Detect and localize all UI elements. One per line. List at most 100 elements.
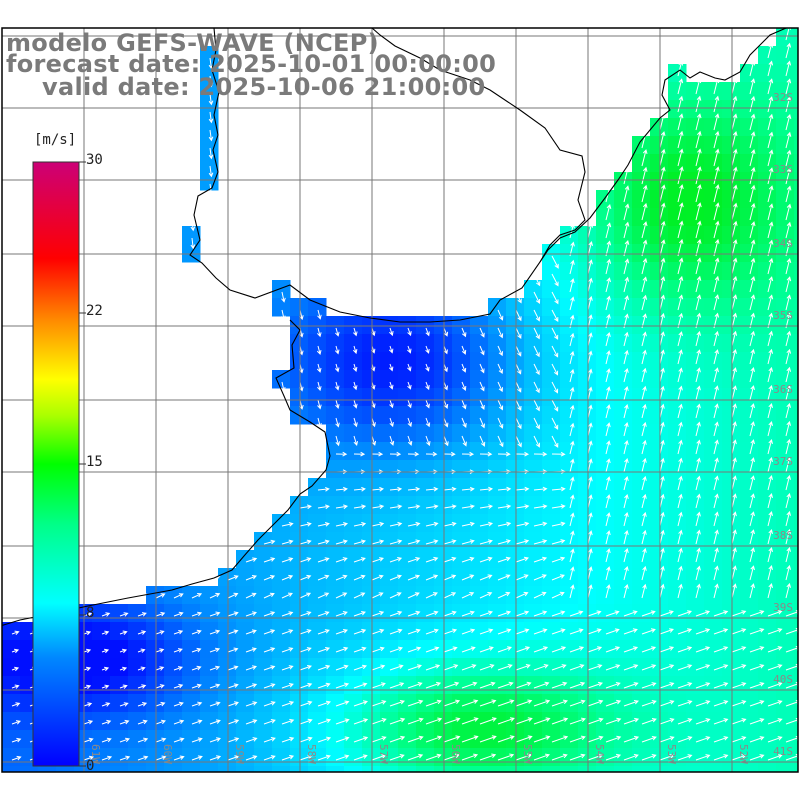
ocean-cell [416, 460, 435, 479]
ocean-cell [758, 136, 777, 155]
ocean-cell [704, 118, 723, 137]
ocean-cell [506, 658, 525, 677]
wind-arrow [623, 185, 630, 203]
ocean-cell [722, 154, 741, 173]
wind-arrow [407, 539, 421, 545]
ocean-cell [704, 766, 723, 772]
wind-arrow [515, 539, 530, 545]
wind-arrow [533, 556, 548, 563]
wind-arrow [353, 539, 366, 545]
ocean-cell [614, 496, 633, 515]
ocean-cell [758, 190, 777, 209]
wind-arrow [299, 574, 312, 581]
wind-arrow [443, 504, 457, 509]
ocean-cell [506, 676, 525, 695]
wind-arrow [443, 681, 460, 689]
wind-arrow [317, 417, 322, 428]
ocean-cell [542, 298, 561, 317]
wind-arrow [605, 530, 611, 545]
ocean-cell [362, 352, 381, 371]
ocean-cell [164, 622, 183, 641]
ocean-cell [614, 280, 633, 299]
wind-arrow [515, 381, 522, 393]
ocean-cell [632, 316, 651, 335]
wind-arrow [407, 451, 420, 457]
ocean-cell [524, 586, 543, 605]
wind-arrow [767, 96, 774, 113]
ocean-cell [614, 190, 633, 209]
wind-arrow [533, 717, 551, 725]
wind-arrow [749, 646, 765, 653]
wind-arrow [731, 421, 737, 437]
ocean-cell [758, 244, 777, 263]
wind-arrow [695, 664, 711, 671]
ocean-cell [650, 460, 669, 479]
ocean-cell [524, 658, 543, 677]
wind-arrow [83, 684, 92, 690]
ocean-cell [722, 388, 741, 407]
ocean-cell [326, 334, 345, 353]
ocean-cell [200, 154, 219, 173]
wind-arrow [677, 457, 683, 473]
wind-arrow [623, 530, 629, 545]
ocean-cell [596, 388, 615, 407]
ocean-cell [218, 640, 237, 659]
ocean-cell [794, 550, 798, 569]
wind-arrow [155, 737, 167, 743]
wind-arrow [497, 363, 503, 375]
ocean-cell [434, 640, 453, 659]
ocean-cell [362, 316, 381, 335]
wind-arrow [623, 167, 630, 185]
ocean-cell [668, 226, 687, 245]
ocean-cell [128, 640, 147, 659]
wind-arrow [605, 476, 611, 491]
wind-arrow [695, 220, 702, 239]
wind-arrow [227, 629, 239, 635]
wind-arrow [713, 257, 720, 275]
ocean-cell [668, 64, 687, 83]
wind-arrow [479, 664, 495, 671]
wind-arrow [191, 611, 203, 617]
wind-arrow [785, 528, 791, 545]
ocean-cell [722, 730, 741, 749]
wind-arrow [533, 735, 551, 743]
wind-arrow [461, 753, 479, 761]
ocean-cell [704, 190, 723, 209]
ocean-cell [254, 694, 273, 713]
wind-arrow [677, 95, 684, 113]
ocean-cell [560, 244, 579, 263]
wind-arrow [569, 699, 586, 707]
ocean-cell [632, 244, 651, 263]
ocean-cell [542, 352, 561, 371]
wind-arrow [731, 583, 737, 599]
wind-arrow [245, 611, 257, 617]
ocean-cell [650, 496, 669, 515]
ocean-cell [182, 604, 201, 623]
wind-arrow [659, 700, 675, 707]
ocean-cell [794, 370, 798, 389]
ocean-cell [344, 496, 363, 515]
ocean-cell [668, 118, 687, 137]
ocean-cell [452, 658, 471, 677]
wind-arrow [659, 439, 665, 455]
wind-arrow [425, 753, 442, 761]
ocean-cell [668, 388, 687, 407]
ocean-cell [362, 442, 381, 461]
wind-arrow [335, 417, 340, 428]
ocean-cell [488, 748, 507, 767]
ocean-cell [578, 298, 597, 317]
wind-arrow [731, 700, 747, 707]
wind-arrow [209, 737, 221, 743]
wind-arrow [767, 646, 783, 653]
wind-arrow [317, 486, 330, 492]
wind-arrow [299, 592, 312, 599]
ocean-cell [218, 622, 237, 641]
wind-arrow [533, 363, 540, 376]
ocean-cell [380, 496, 399, 515]
ocean-cell [488, 478, 507, 497]
wind-arrow [749, 166, 756, 185]
ocean-cell [596, 298, 615, 317]
ocean-cell [488, 568, 507, 587]
wind-arrow [515, 451, 530, 457]
ocean-cell [758, 406, 777, 425]
